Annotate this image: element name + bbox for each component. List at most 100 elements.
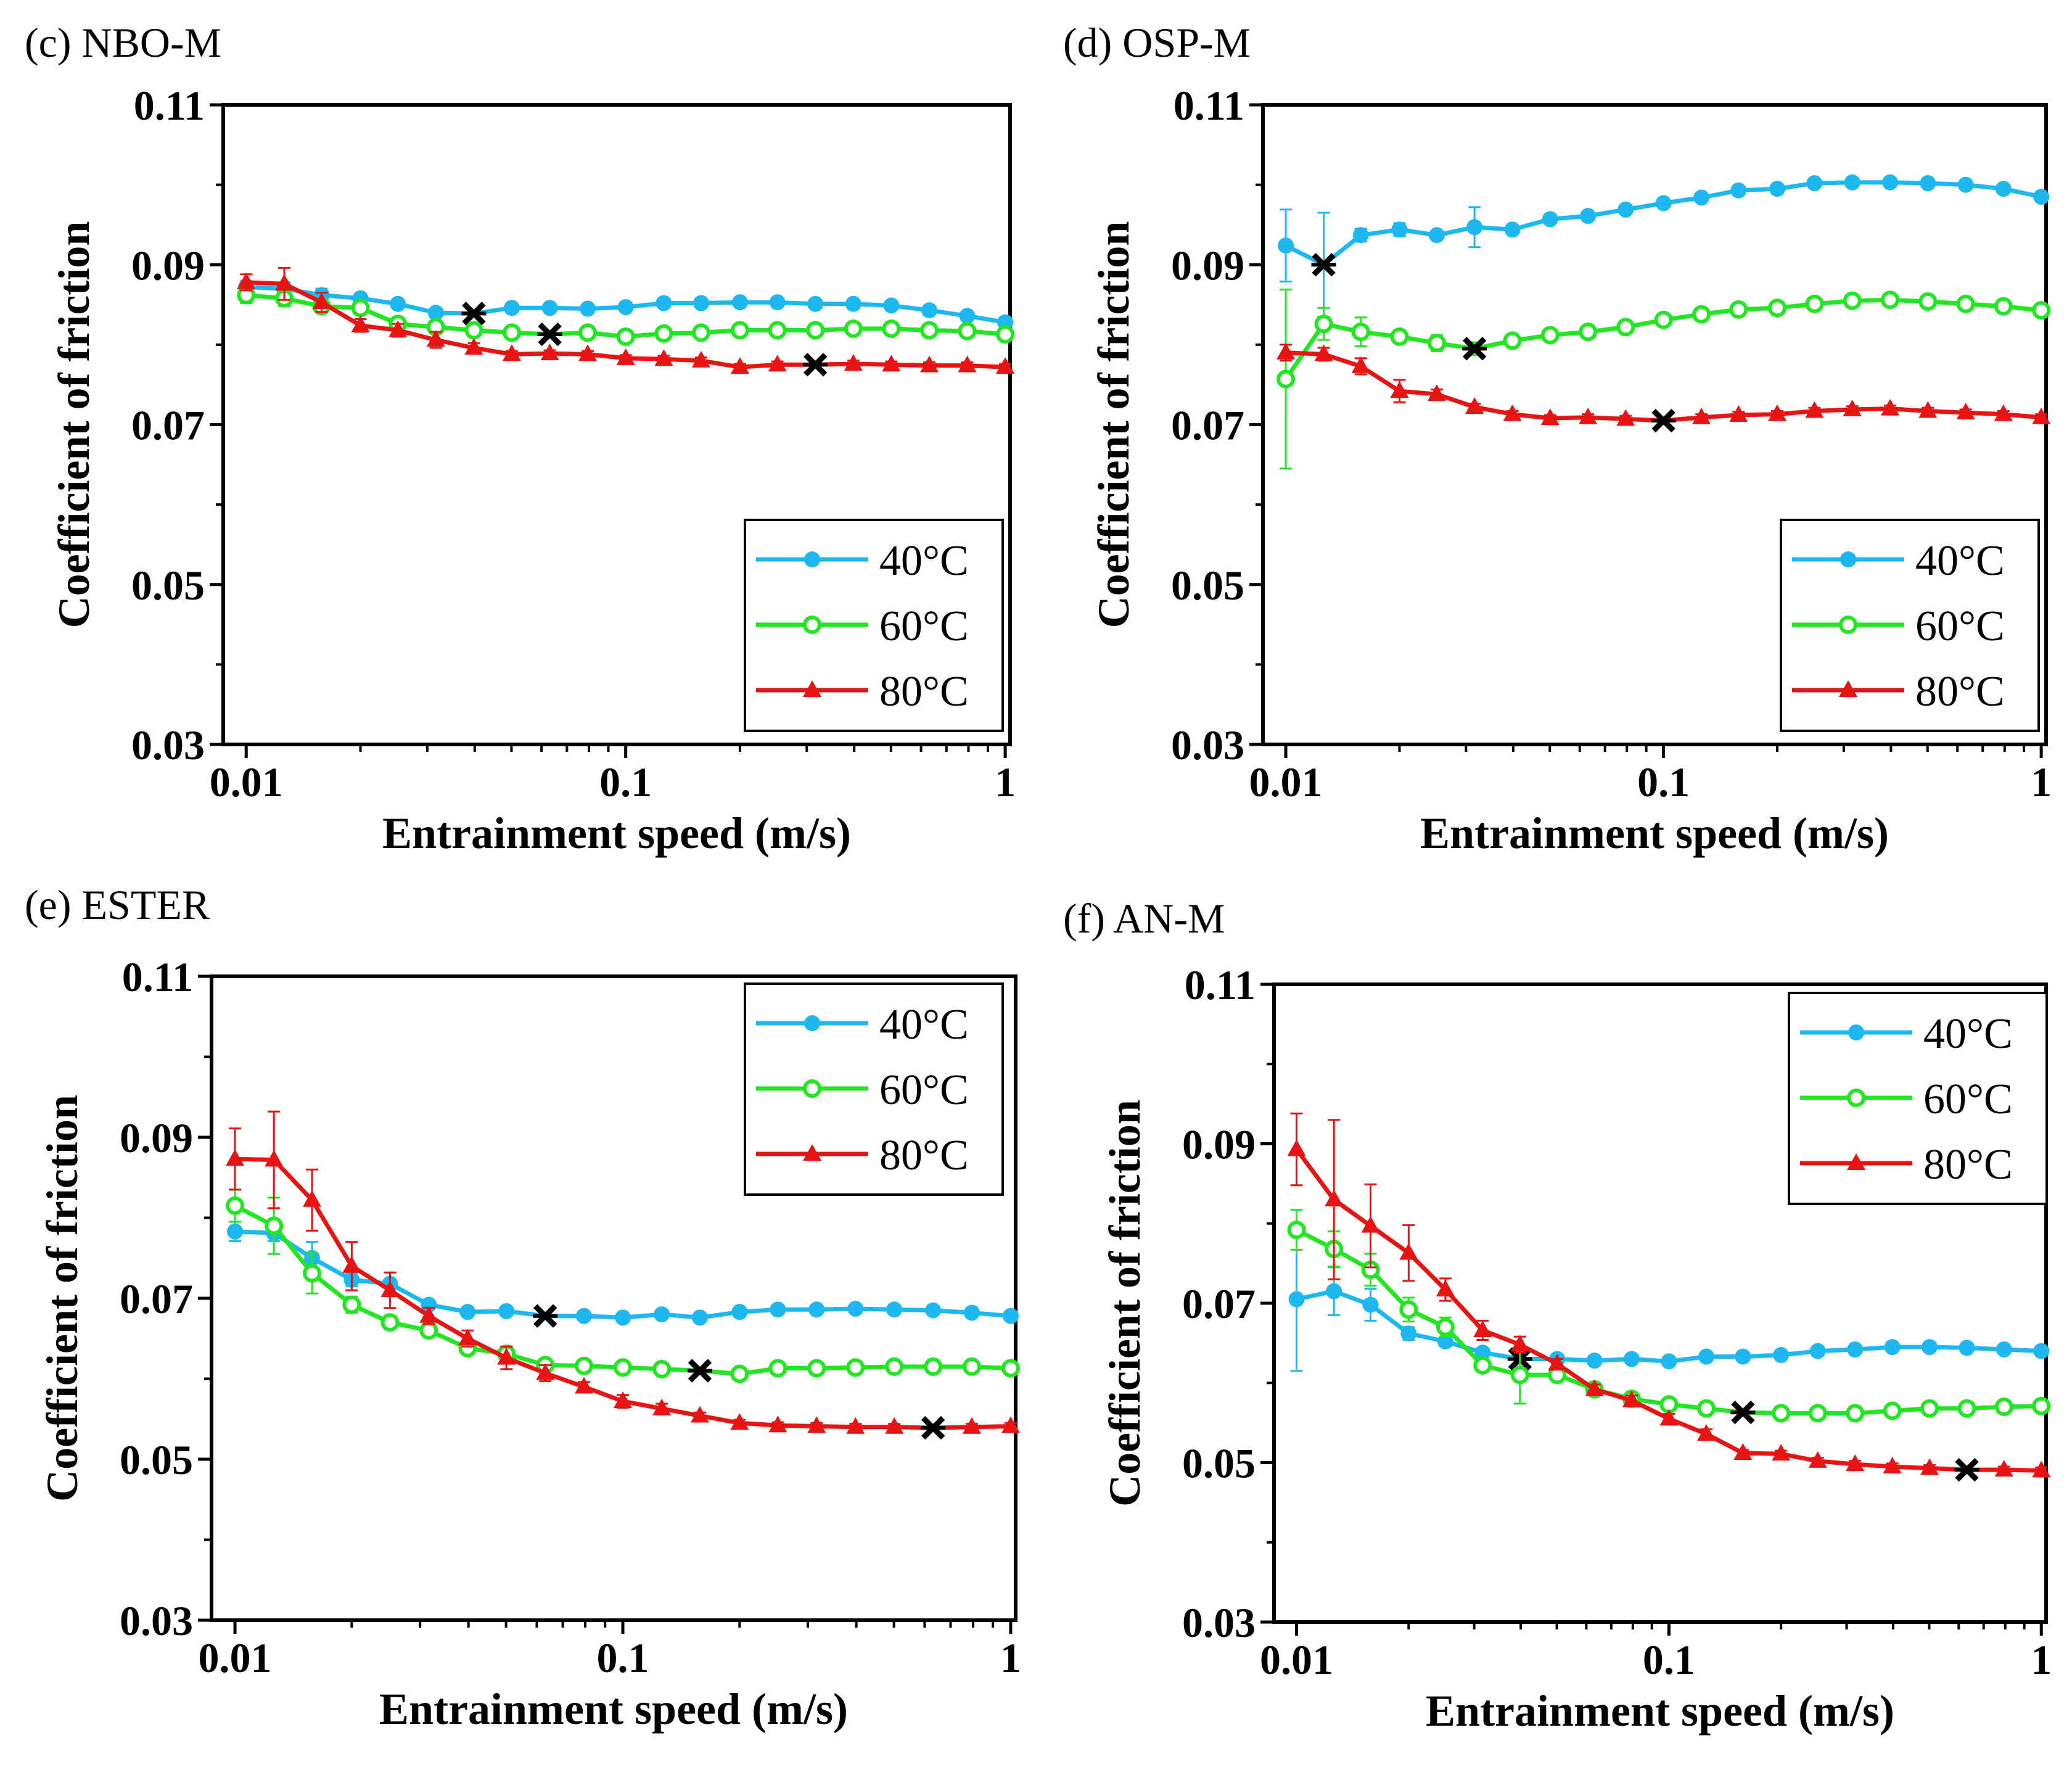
legend: 40°C 60°C 80°C — [744, 982, 1004, 1196]
data-point — [958, 321, 977, 340]
data-point — [691, 323, 710, 342]
x-tick-label: 0.1 — [599, 759, 652, 805]
data-point — [1510, 1365, 1529, 1385]
data-point — [654, 324, 673, 343]
y-tick-label: 0.07 — [1171, 402, 1244, 449]
data-point — [1351, 356, 1370, 373]
legend-marker — [1839, 680, 1857, 697]
data-point — [1805, 401, 1824, 418]
data-point — [731, 1304, 748, 1320]
y-tick-label: 0.09 — [120, 1114, 193, 1161]
data-point — [996, 325, 1015, 344]
data-point — [1540, 408, 1560, 426]
data-point — [1843, 291, 1862, 310]
x-tick-label: 0.01 — [1249, 759, 1323, 805]
data-point — [1846, 1404, 1865, 1423]
data-point — [302, 1264, 321, 1283]
data-point — [390, 295, 406, 312]
data-point — [1287, 1221, 1306, 1240]
x-tick-label: 1 — [2031, 759, 2052, 805]
data-point — [1773, 1347, 1790, 1364]
series-0 — [1288, 1226, 2050, 1372]
data-point — [1996, 1341, 2012, 1357]
data-point — [1661, 1353, 1677, 1370]
data-point — [1809, 1343, 1826, 1359]
data-point — [1001, 1359, 1020, 1378]
y-axis-title: Coefficient of friction — [38, 1095, 87, 1502]
data-point — [847, 1300, 864, 1317]
data-point — [2032, 301, 2051, 320]
data-point — [1287, 1139, 1306, 1156]
data-point — [1920, 1399, 1939, 1418]
x-tick-label: 1 — [2031, 1636, 2052, 1683]
x-tick-label: 0.1 — [1643, 1636, 1695, 1683]
data-point — [613, 1391, 632, 1409]
data-point — [1920, 1458, 1939, 1475]
data-point — [1616, 318, 1635, 337]
data-point — [1806, 175, 1823, 192]
data-point — [2033, 189, 2050, 205]
data-point — [226, 1196, 245, 1215]
data-point — [690, 1406, 709, 1423]
series-2 — [1276, 342, 2051, 433]
data-point — [768, 355, 787, 372]
data-point — [1428, 227, 1445, 244]
data-point — [2032, 1396, 2051, 1415]
data-point — [1352, 227, 1369, 244]
legend-label: 40°C — [1923, 1010, 2013, 1058]
data-point — [227, 1223, 244, 1240]
data-point — [342, 1256, 361, 1273]
data-point — [265, 1216, 284, 1235]
data-point — [351, 315, 370, 332]
data-point — [1473, 1356, 1492, 1375]
data-point — [540, 344, 559, 361]
y-tick-label: 0.11 — [1174, 82, 1244, 129]
data-point — [768, 321, 787, 340]
data-point — [1436, 1317, 1455, 1337]
data-point — [426, 330, 445, 347]
legend: 40°C 60°C 80°C — [744, 519, 1004, 732]
y-tick-label: 0.07 — [120, 1275, 193, 1322]
legend-marker — [803, 1144, 821, 1161]
data-point — [1772, 1404, 1791, 1423]
data-point — [1883, 1456, 1902, 1473]
data-point — [1698, 1348, 1714, 1365]
data-point — [541, 300, 558, 316]
data-point — [1510, 1335, 1529, 1352]
data-point — [921, 302, 938, 319]
data-point — [1618, 201, 1634, 218]
data-point — [427, 305, 444, 321]
data-point — [1995, 181, 2012, 197]
data-point — [1276, 369, 1296, 389]
legend: 40°C 60°C 80°C — [1780, 519, 2040, 732]
data-point — [616, 327, 635, 346]
y-axis-title: Coefficient of friction — [1100, 1100, 1149, 1507]
data-point — [1654, 310, 1673, 329]
data-point — [1808, 1451, 1827, 1468]
data-point — [1436, 1280, 1455, 1297]
y-tick-label: 0.03 — [120, 1597, 193, 1644]
data-point — [1503, 404, 1522, 421]
x-tick-label: 0.01 — [199, 1634, 272, 1681]
series-1 — [1276, 288, 2051, 470]
data-point — [885, 1357, 904, 1376]
legend-marker — [804, 1015, 820, 1031]
legend-marker — [803, 680, 821, 697]
data-point — [731, 294, 748, 311]
data-point — [274, 274, 294, 291]
y-tick-label: 0.05 — [120, 1436, 193, 1483]
data-point — [806, 321, 825, 340]
data-point — [652, 1359, 672, 1378]
data-point — [1503, 331, 1522, 350]
data-point — [1733, 1443, 1753, 1460]
data-point — [730, 1364, 749, 1383]
data-point — [265, 1150, 284, 1167]
data-point — [1276, 342, 1296, 360]
legend-label: 80°C — [879, 1132, 969, 1179]
data-point — [1579, 323, 1598, 342]
data-point — [691, 350, 710, 368]
data-point — [656, 295, 672, 311]
panel-title: (f) AN-M — [1063, 895, 1225, 942]
